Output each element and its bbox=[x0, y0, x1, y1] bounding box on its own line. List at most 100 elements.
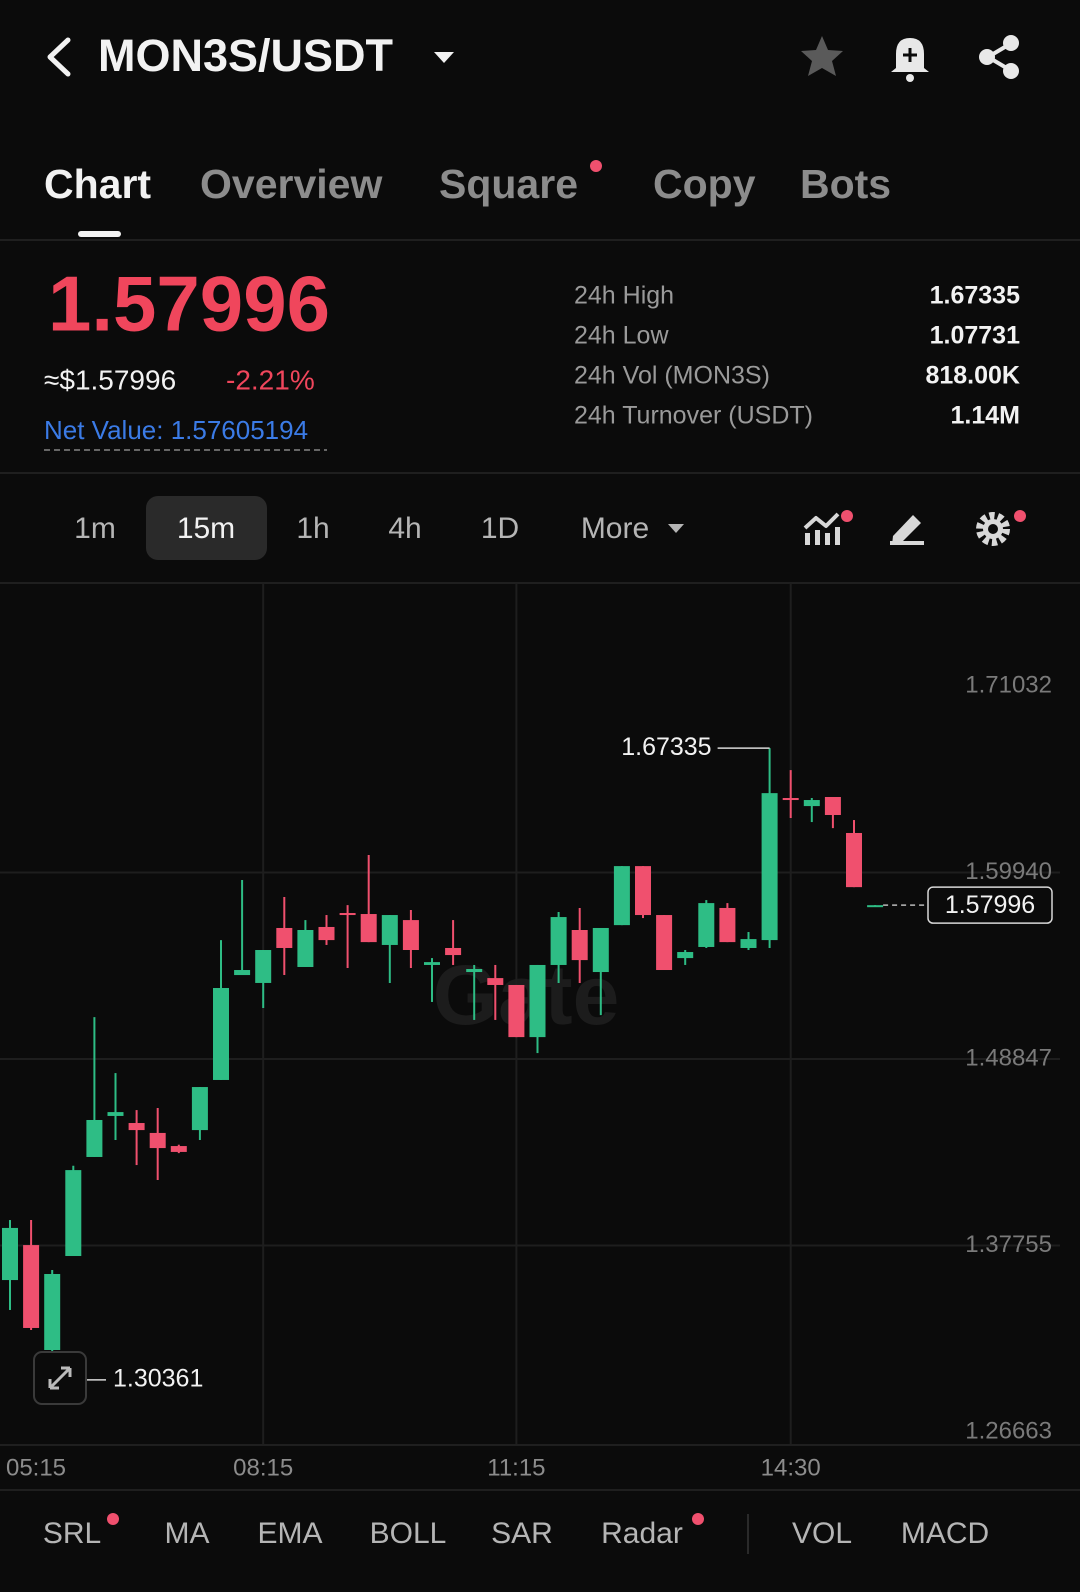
candle-body bbox=[761, 793, 778, 941]
candle-body bbox=[508, 984, 525, 1038]
high-marker-label: 1.67335 bbox=[621, 733, 711, 761]
interval-bar: 1m 15m 1h 4h 1D More bbox=[74, 512, 649, 545]
candle-body bbox=[550, 917, 567, 965]
pair-title[interactable]: MON3S/USDT bbox=[98, 30, 393, 81]
candle-body bbox=[149, 1132, 166, 1149]
candle-body bbox=[23, 1245, 40, 1328]
indicator[interactable]: MACD bbox=[901, 1517, 989, 1550]
more-dropdown[interactable] bbox=[668, 524, 684, 533]
candle-body bbox=[803, 800, 820, 807]
indicator[interactable]: SRL bbox=[43, 1517, 101, 1550]
active-tab-indicator bbox=[78, 231, 121, 237]
interval[interactable]: 1h bbox=[296, 512, 329, 545]
x-tick-label: 05:15 bbox=[6, 1454, 66, 1481]
indicator[interactable]: SAR bbox=[491, 1517, 553, 1550]
candle-body bbox=[276, 927, 293, 948]
last-price-box bbox=[927, 886, 1053, 924]
candle-body bbox=[613, 866, 630, 926]
price-change: -2.21% bbox=[226, 364, 315, 395]
tab[interactable]: Chart bbox=[44, 161, 151, 207]
interval[interactable]: 1D bbox=[481, 512, 519, 545]
pair-dropdown[interactable] bbox=[434, 52, 454, 63]
stat-label: 24h Low bbox=[574, 322, 669, 350]
favorite-icon[interactable] bbox=[801, 36, 843, 76]
settings-icon[interactable] bbox=[976, 510, 1026, 546]
indicator[interactable]: BOLL bbox=[370, 1517, 447, 1550]
last-price-label: 1.57996 bbox=[945, 891, 1035, 919]
tab[interactable]: Copy bbox=[653, 161, 756, 207]
interval[interactable]: 15m bbox=[177, 512, 235, 545]
stat-label: 24h Turnover (USDT) bbox=[574, 402, 813, 430]
candle-body bbox=[402, 920, 419, 951]
y-tick-label: 1.59940 bbox=[965, 858, 1052, 885]
stat-value: 1.14M bbox=[951, 402, 1020, 430]
candle-body bbox=[318, 926, 335, 941]
indicator[interactable]: EMA bbox=[257, 1517, 322, 1550]
draw-icon[interactable] bbox=[890, 515, 924, 545]
indicator[interactable]: VOL bbox=[792, 1517, 852, 1550]
y-tick-label: 1.48847 bbox=[965, 1044, 1052, 1071]
x-tick-label: 11:15 bbox=[487, 1454, 545, 1481]
tab[interactable]: Overview bbox=[200, 161, 382, 207]
candle-body bbox=[360, 914, 377, 943]
notification-dot bbox=[692, 1513, 704, 1525]
candle-body bbox=[445, 947, 462, 956]
candle-body bbox=[677, 952, 694, 959]
tab-bar: Chart Overview Square Copy Bots bbox=[44, 161, 891, 207]
candle-body bbox=[213, 988, 229, 1080]
y-tick-label: 1.37755 bbox=[965, 1231, 1052, 1258]
candle-body bbox=[867, 905, 884, 908]
candle-body bbox=[698, 903, 715, 947]
interval[interactable]: 4h bbox=[388, 512, 421, 545]
stats: 24h High 1.67335 24h Low 1.07731 24h Vol (MO… bbox=[574, 282, 1020, 430]
candle-body bbox=[2, 1227, 18, 1281]
candle-body bbox=[782, 798, 799, 801]
candle-body bbox=[234, 970, 251, 976]
candle-body bbox=[381, 915, 398, 945]
candle-body bbox=[635, 866, 651, 916]
fullscreen-button[interactable] bbox=[33, 1351, 87, 1405]
alert-icon[interactable] bbox=[891, 38, 929, 82]
tab[interactable]: Square bbox=[439, 161, 578, 207]
candle-body bbox=[466, 969, 483, 973]
interval[interactable]: 1m bbox=[74, 512, 116, 545]
candle-body bbox=[128, 1123, 145, 1131]
watermark: Gate bbox=[433, 948, 620, 1042]
indicator-icon[interactable] bbox=[803, 510, 853, 545]
stat-value: 818.00K bbox=[925, 362, 1020, 390]
candle-body bbox=[656, 915, 673, 971]
candle-body bbox=[719, 907, 736, 943]
usd-price: ≈$1.57996 bbox=[44, 364, 176, 395]
stat-value: 1.07731 bbox=[930, 322, 1020, 350]
candle-body bbox=[740, 939, 757, 948]
candlestick-chart: Gate 1.71032 1.59940 1.48847 1.37755 1.26663 0… bbox=[0, 583, 1080, 1481]
candle-body bbox=[191, 1087, 208, 1131]
candle-body bbox=[487, 978, 504, 985]
stat-label: 24h Vol (MON3S) bbox=[574, 362, 770, 390]
tab[interactable]: Bots bbox=[800, 161, 891, 207]
net-value[interactable]: Net Value: 1.57605194 bbox=[44, 415, 308, 445]
candle-body bbox=[592, 927, 609, 973]
candle-body bbox=[107, 1112, 124, 1116]
candle-body bbox=[65, 1170, 82, 1257]
indicator[interactable]: Radar bbox=[601, 1517, 683, 1550]
y-tick-label: 1.26663 bbox=[965, 1417, 1052, 1444]
y-tick-label: 1.71032 bbox=[965, 671, 1052, 698]
x-tick-label: 08:15 bbox=[233, 1454, 293, 1481]
interval[interactable]: More bbox=[581, 512, 649, 545]
candle-body bbox=[170, 1146, 187, 1152]
notification-dot bbox=[107, 1513, 119, 1525]
share-icon[interactable] bbox=[979, 35, 1019, 79]
candle-body bbox=[424, 962, 440, 965]
stat-value: 1.67335 bbox=[930, 282, 1020, 310]
stat-label: 24h High bbox=[574, 282, 674, 310]
indicator[interactable]: MA bbox=[165, 1517, 210, 1550]
candle-body bbox=[255, 950, 272, 983]
back-button[interactable] bbox=[47, 37, 71, 77]
candle-body bbox=[846, 832, 862, 888]
notification-dot bbox=[590, 160, 602, 172]
candle-body bbox=[339, 913, 356, 916]
